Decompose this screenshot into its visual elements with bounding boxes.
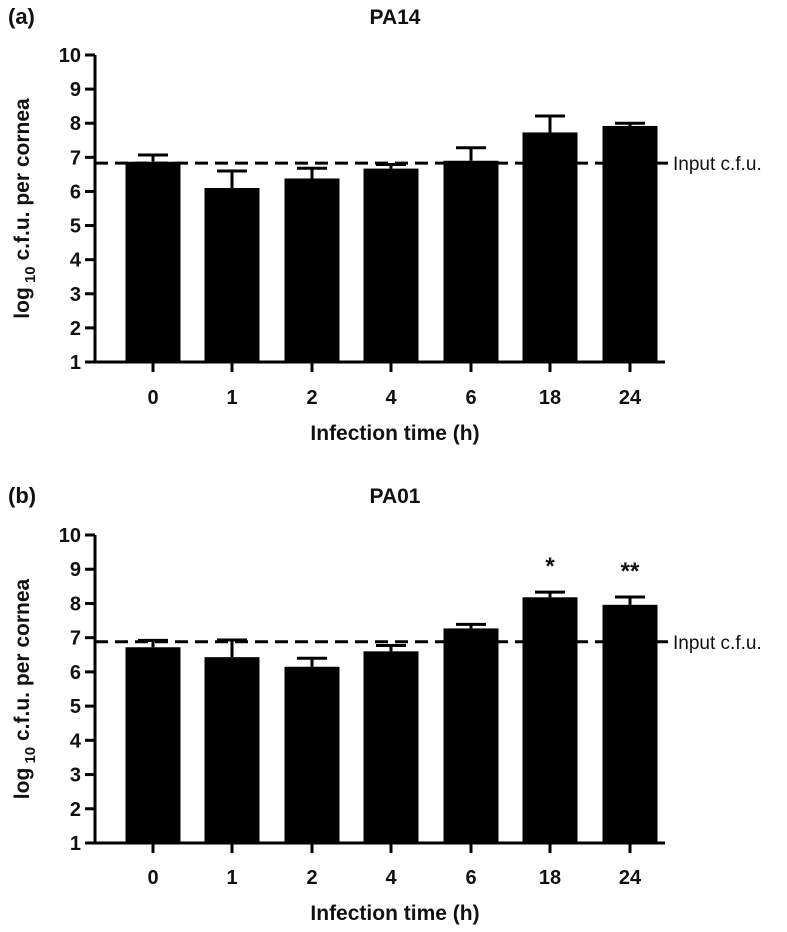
y-axis-label-subscript: 10 bbox=[22, 747, 39, 768]
significance-marker: ** bbox=[621, 558, 640, 585]
x-tick-label: 18 bbox=[539, 867, 561, 889]
bar bbox=[443, 628, 499, 843]
x-tick-label: 1 bbox=[226, 387, 237, 409]
bar bbox=[204, 657, 260, 843]
x-tick-label: 1 bbox=[226, 867, 237, 889]
x-tick-label: 6 bbox=[465, 867, 476, 889]
y-axis-label-suffix: c.f.u. per cornea bbox=[11, 98, 34, 266]
bar bbox=[602, 125, 658, 362]
bar bbox=[443, 160, 499, 362]
x-tick-label: 4 bbox=[385, 387, 397, 409]
x-tick-label: 6 bbox=[465, 387, 476, 409]
bar bbox=[522, 132, 578, 362]
bar bbox=[522, 597, 578, 843]
chart-title: PA01 bbox=[370, 485, 421, 508]
bar bbox=[363, 651, 419, 843]
x-tick-label: 2 bbox=[306, 387, 317, 409]
x-tick-label: 0 bbox=[147, 867, 158, 889]
bar bbox=[284, 178, 340, 362]
y-tick-label: 6 bbox=[70, 181, 81, 203]
x-tick-label: 4 bbox=[385, 867, 397, 889]
y-axis-label-prefix: log bbox=[11, 287, 34, 319]
x-tick-label: 24 bbox=[619, 867, 642, 889]
reference-label: Input c.f.u. bbox=[673, 633, 762, 654]
bar bbox=[125, 161, 181, 362]
y-tick-label: 6 bbox=[70, 662, 81, 684]
y-tick-label: 9 bbox=[70, 559, 81, 581]
y-tick-label: 10 bbox=[59, 525, 81, 547]
y-axis-label: log 10 c.f.u. per cornea bbox=[11, 578, 39, 799]
y-tick-label: 8 bbox=[70, 593, 81, 615]
y-tick-label: 3 bbox=[70, 284, 81, 306]
y-tick-label: 3 bbox=[70, 765, 81, 787]
x-tick-label: 0 bbox=[147, 387, 158, 409]
y-tick-label: 2 bbox=[70, 799, 81, 821]
y-axis-label-suffix: c.f.u. per cornea bbox=[11, 578, 34, 746]
y-tick-label: 1 bbox=[70, 833, 81, 855]
y-tick-label: 7 bbox=[70, 147, 81, 169]
x-axis-label: Infection time (h) bbox=[310, 902, 479, 925]
y-tick-label: 4 bbox=[70, 730, 82, 752]
y-axis-label-prefix: log bbox=[11, 768, 34, 800]
y-tick-label: 10 bbox=[59, 45, 81, 67]
y-tick-label: 5 bbox=[70, 696, 81, 718]
y-tick-label: 8 bbox=[70, 113, 81, 135]
x-tick-label: 18 bbox=[539, 387, 561, 409]
x-tick-label: 2 bbox=[306, 867, 317, 889]
reference-label: Input c.f.u. bbox=[673, 154, 762, 175]
chart-title: PA14 bbox=[370, 6, 421, 29]
significance-marker: * bbox=[545, 553, 555, 580]
bar bbox=[125, 647, 181, 843]
y-tick-label: 7 bbox=[70, 628, 81, 650]
y-tick-label: 5 bbox=[70, 216, 81, 238]
bar bbox=[204, 188, 260, 362]
y-tick-label: 4 bbox=[70, 250, 82, 272]
panel-label: (b) bbox=[8, 483, 36, 508]
panel-label: (a) bbox=[8, 4, 35, 29]
y-tick-label: 2 bbox=[70, 318, 81, 340]
bar bbox=[284, 666, 340, 843]
bar bbox=[602, 604, 658, 843]
y-tick-label: 1 bbox=[70, 352, 81, 374]
y-tick-label: 9 bbox=[70, 79, 81, 101]
x-tick-label: 24 bbox=[619, 387, 642, 409]
y-axis-label: log 10 c.f.u. per cornea bbox=[11, 98, 39, 319]
bar bbox=[363, 168, 419, 362]
y-axis-label-subscript: 10 bbox=[22, 266, 39, 287]
x-axis-label: Infection time (h) bbox=[310, 422, 479, 445]
